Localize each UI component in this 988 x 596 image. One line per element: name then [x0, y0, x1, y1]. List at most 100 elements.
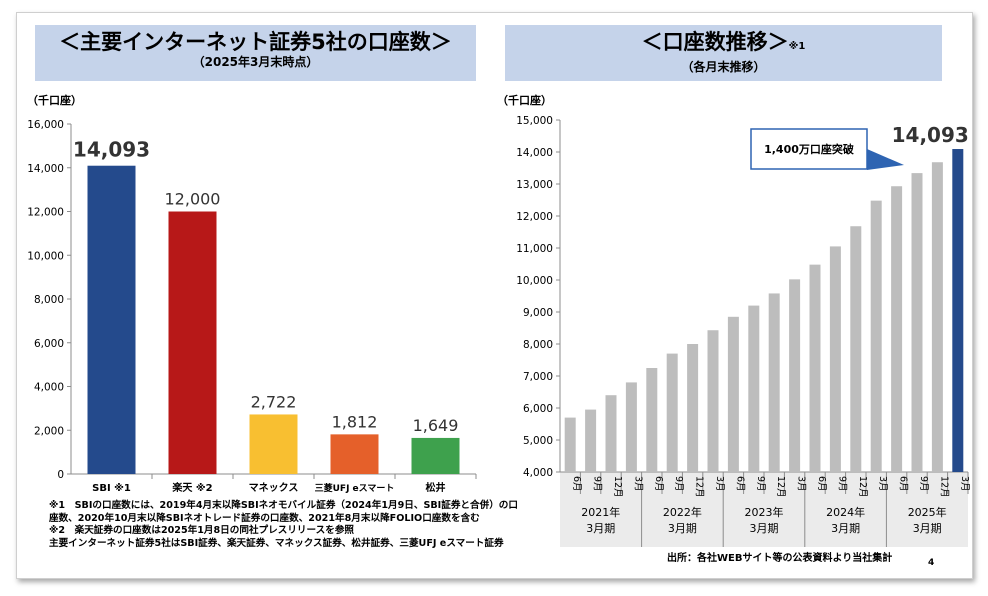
- right-bar: [625, 382, 637, 472]
- right-y-tick-label: 12,000: [516, 211, 553, 223]
- right-bar: [789, 279, 801, 472]
- right-y-tick-label: 6,000: [523, 403, 553, 415]
- left-y-tick-label: 14,000: [27, 163, 64, 175]
- left-bar-chart: （千口座） 0 2,000 4,000 6,000 8,000 10,000 12,000 1…: [27, 93, 477, 494]
- left-x-category-label: 三菱UFJ eスマート: [315, 482, 395, 494]
- right-x-month-label: 9月: [755, 476, 766, 492]
- right-x-month-label: 9月: [918, 476, 929, 492]
- right-callout-box: [750, 128, 868, 170]
- right-bar: [687, 344, 699, 472]
- right-x-month-label: 9月: [673, 476, 684, 492]
- right-x-month-label: 3月: [959, 476, 970, 492]
- right-x-group-term: 3月期: [668, 522, 697, 535]
- right-bar: [605, 395, 617, 472]
- right-bar: [727, 316, 739, 472]
- right-x-group-year: 2024年: [826, 505, 865, 519]
- right-y-tick-label: 9,000: [523, 307, 553, 319]
- right-x-month-label: 12月: [694, 476, 705, 498]
- right-x-month-label: 12月: [857, 476, 868, 498]
- right-y-tick-label: 7,000: [523, 371, 553, 383]
- left-y-tick-label: 0: [57, 469, 64, 481]
- right-bar-highlight: [952, 149, 964, 473]
- right-y-tick-label: 10,000: [516, 275, 553, 287]
- right-y-tick-label: 11,000: [516, 243, 553, 255]
- right-x-group-term: 3月期: [913, 522, 942, 535]
- right-bar-chart: （千口座） 4,000 5,000 6,000 7,000 8,000 9,000 10,0…: [497, 93, 970, 547]
- right-y-tick-label: 14,000: [516, 147, 553, 159]
- left-y-tick-label: 12,000: [27, 207, 64, 219]
- right-chart-title: ＜口座数推移＞: [641, 30, 789, 54]
- right-x-month-label: 12月: [775, 476, 786, 498]
- left-y-tick-label: 8,000: [34, 294, 64, 306]
- right-x-month-label: 3月: [877, 476, 888, 492]
- right-chart-title-note: ※1: [788, 41, 806, 52]
- right-bar: [666, 353, 678, 472]
- left-bar-value-label: 1,649: [413, 416, 459, 435]
- left-chart-title: ＜主要インターネット証券5社の口座数＞: [59, 30, 452, 54]
- right-y-tick-label: 5,000: [523, 435, 553, 447]
- right-x-month-label: 6月: [898, 476, 909, 492]
- left-bar: [330, 434, 379, 474]
- right-bar: [870, 200, 882, 472]
- right-chart-subtitle: （各月末推移）: [681, 60, 766, 74]
- right-bar: [748, 305, 760, 472]
- right-x-group-term: 3月期: [750, 522, 779, 535]
- right-bar: [829, 246, 841, 472]
- left-chart-header: ＜主要インターネット証券5社の口座数＞ （2025年3月末時点）: [35, 25, 476, 81]
- right-callout-pointer: [867, 149, 904, 170]
- left-y-tick-label: 16,000: [27, 119, 64, 131]
- left-bar: [87, 165, 136, 474]
- right-y-tick-label: 4,000: [523, 467, 553, 479]
- right-x-month-label: 6月: [653, 476, 664, 492]
- left-y-tick-label: 2,000: [34, 425, 64, 437]
- right-bar: [564, 417, 576, 472]
- right-chart-title-line: ＜口座数推移＞※1: [505, 29, 942, 60]
- right-x-month-label: 9月: [592, 476, 603, 492]
- footnote-3: 主要インターネット証券5社はSBI証券、楽天証券、マネックス証券、松井証券、三菱…: [49, 537, 504, 549]
- right-chart-header: ＜口座数推移＞※1 （各月末推移）: [505, 25, 942, 81]
- right-y-tick-label: 15,000: [516, 115, 553, 127]
- right-x-month-label: 12月: [938, 476, 949, 498]
- left-x-category-label: マネックス: [249, 482, 299, 494]
- left-bar-value-label: 1,812: [332, 412, 378, 431]
- right-y-tick-label: 8,000: [523, 339, 553, 351]
- right-x-group-year: 2025年: [908, 505, 947, 519]
- right-x-month-label: 6月: [734, 476, 745, 492]
- left-bar: [411, 437, 460, 474]
- left-x-category-label: 松井: [426, 481, 446, 494]
- right-x-month-label: 3月: [714, 476, 725, 492]
- left-bar-value-label: 2,722: [251, 392, 297, 411]
- right-last-value-label: 14,093: [892, 123, 969, 147]
- right-y-unit-label: （千口座）: [497, 93, 552, 107]
- page-number: 4: [928, 558, 935, 568]
- right-x-group-year: 2022年: [663, 505, 702, 519]
- right-x-month-label: 3月: [632, 476, 643, 492]
- source-note: 出所：各社WEBサイト等の公表資料より当社集計: [667, 553, 893, 564]
- right-x-month-label: 12月: [612, 476, 623, 498]
- left-x-category-label: SBI ※1: [92, 482, 131, 494]
- right-bar: [850, 226, 862, 472]
- right-bar: [768, 293, 780, 472]
- left-x-category-label: 楽天 ※2: [171, 481, 212, 494]
- left-bar: [168, 211, 217, 474]
- left-chart-subtitle: （2025年3月末時点）: [192, 55, 319, 69]
- right-x-month-label: 3月: [796, 476, 807, 492]
- right-bar: [931, 162, 943, 472]
- right-bar: [646, 368, 658, 472]
- footnotes: ※1 SBIの口座数には、2019年4月末以降SBIネオモバイル証券（2024年…: [49, 500, 519, 550]
- right-x-group-term: 3月期: [586, 522, 615, 535]
- right-x-month-label: 6月: [571, 476, 582, 492]
- right-y-tick-label: 13,000: [516, 179, 553, 191]
- footnote-2: ※2 楽天証券の口座数は2025年1月8日の同社プレスリリースを参照: [49, 525, 355, 536]
- right-bar: [891, 186, 903, 472]
- left-bar-value-label: 14,093: [73, 138, 150, 162]
- right-x-group-year: 2021年: [581, 505, 620, 519]
- footnote-1: ※1 SBIの口座数には、2019年4月末以降SBIネオモバイル証券（2024年…: [49, 500, 518, 524]
- slide: ＜主要インターネット証券5社の口座数＞ （2025年3月末時点） ＜口座数推移＞…: [16, 12, 973, 579]
- right-bar: [585, 409, 597, 472]
- right-x-month-label: 6月: [816, 476, 827, 492]
- left-y-tick-label: 4,000: [34, 382, 64, 394]
- right-bar: [707, 330, 719, 472]
- right-callout-text: 1,400万口座突破: [764, 142, 854, 156]
- left-y-tick-label: 6,000: [34, 338, 64, 350]
